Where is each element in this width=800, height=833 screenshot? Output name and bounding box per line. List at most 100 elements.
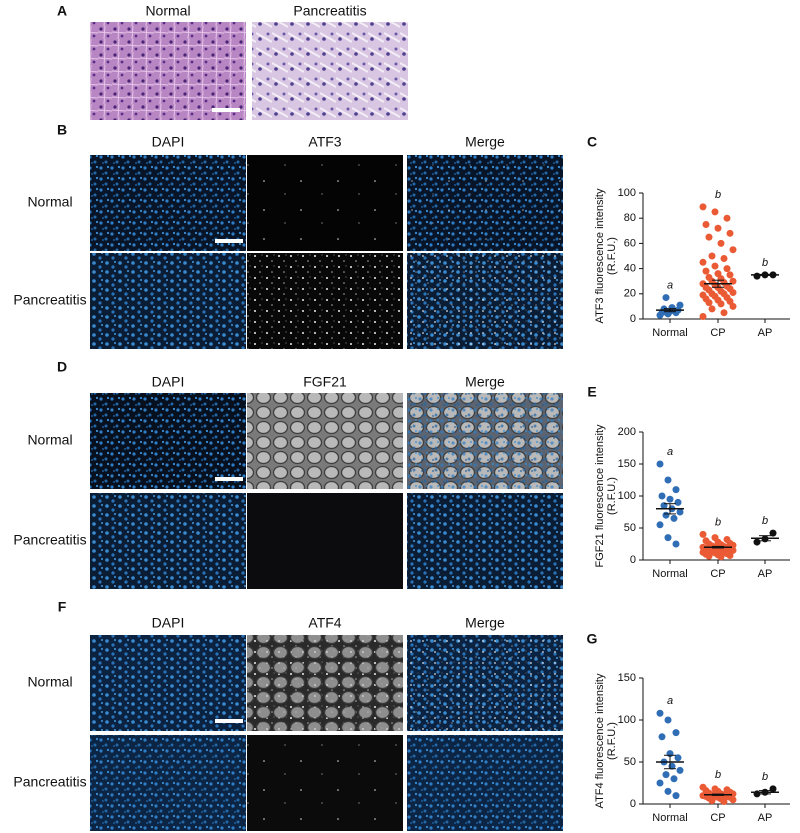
data-point — [664, 716, 672, 724]
data-point — [705, 552, 713, 560]
data-point — [656, 460, 664, 468]
data-point — [708, 252, 716, 260]
data-point — [662, 771, 670, 779]
data-point — [729, 246, 737, 254]
y-tick-label: 0 — [630, 554, 636, 566]
y-axis-title: (R.F.U.) — [606, 237, 618, 275]
significance-letter: a — [667, 695, 673, 707]
y-axis-title: ATF3 fluorescence intensity — [594, 188, 606, 323]
data-point — [674, 754, 682, 762]
micrograph-texture — [247, 735, 403, 831]
y-tick-label: 200 — [618, 426, 636, 438]
micrograph-texture — [407, 393, 563, 489]
data-point — [726, 229, 734, 237]
y-tick-label: 40 — [624, 263, 636, 275]
panel-letter: B — [57, 122, 67, 138]
data-point — [753, 272, 761, 280]
significance-letter: b — [762, 515, 768, 527]
y-axis-title: ATF4 fluorescence intensity — [594, 673, 606, 808]
data-point — [769, 529, 777, 537]
x-tick-label: CP — [710, 327, 725, 339]
data-point — [656, 709, 664, 717]
data-point — [729, 796, 737, 804]
data-point — [729, 302, 737, 310]
data-point — [714, 270, 722, 278]
micrograph-texture — [252, 22, 408, 120]
column-label: FGF21 — [303, 374, 347, 390]
data-point — [676, 301, 684, 309]
significance-letter: b — [762, 257, 768, 269]
y-tick-label: 50 — [624, 522, 636, 534]
data-point — [676, 508, 684, 516]
micrograph-texture — [90, 393, 246, 489]
panel-letter: G — [587, 631, 598, 647]
panel-letter: C — [587, 134, 597, 150]
data-point — [723, 265, 731, 273]
data-point — [717, 553, 725, 561]
column-label: ATF4 — [308, 615, 341, 631]
data-point — [664, 787, 672, 795]
significance-letter: b — [715, 516, 721, 528]
data-point — [699, 258, 707, 266]
data-point — [656, 779, 664, 787]
data-point — [729, 546, 737, 554]
data-point — [720, 255, 728, 263]
significance-letter: b — [715, 189, 721, 201]
y-tick-label: 150 — [618, 458, 636, 470]
data-point — [720, 309, 728, 317]
micrograph-texture — [90, 735, 246, 831]
data-point — [664, 534, 672, 542]
data-point — [658, 492, 666, 500]
y-tick-label: 0 — [630, 313, 636, 325]
column-label: Pancreatitis — [293, 3, 366, 19]
data-point — [670, 514, 678, 522]
data-point — [729, 277, 737, 285]
significance-letter: a — [667, 279, 673, 291]
micrograph-texture — [90, 635, 246, 731]
y-tick-label: 0 — [630, 798, 636, 810]
y-tick-label: 150 — [618, 672, 636, 684]
x-tick-label: AP — [758, 568, 773, 580]
significance-letter: a — [667, 446, 673, 458]
data-point — [672, 486, 680, 494]
data-point — [672, 540, 680, 548]
y-axis-title: FGF21 fluorescence intensity — [594, 424, 606, 568]
panel-letter: F — [58, 599, 67, 615]
micrograph-texture — [407, 635, 563, 731]
micrograph-texture — [407, 735, 563, 831]
data-point — [726, 297, 734, 305]
data-point — [717, 300, 725, 308]
column-label: DAPI — [152, 615, 185, 631]
data-point — [666, 495, 674, 503]
data-point — [699, 312, 707, 320]
row-label: Normal — [27, 432, 72, 448]
column-label: DAPI — [152, 134, 185, 150]
y-tick-label: 100 — [618, 714, 636, 726]
row-label: Pancreatitis — [13, 774, 86, 790]
scale-bar — [215, 239, 243, 243]
data-point — [726, 552, 734, 560]
data-point — [702, 221, 710, 228]
significance-letter: b — [715, 769, 721, 781]
data-point — [711, 208, 719, 216]
data-point — [656, 521, 664, 529]
y-tick-label: 100 — [618, 187, 636, 199]
micrograph-texture — [247, 393, 403, 489]
data-point — [672, 729, 680, 737]
y-tick-label: 100 — [618, 490, 636, 502]
data-point — [672, 792, 680, 800]
scale-bar — [215, 719, 243, 723]
data-point — [662, 511, 670, 519]
data-point — [729, 289, 737, 297]
x-tick-label: Normal — [652, 812, 687, 824]
x-tick-label: CP — [710, 568, 725, 580]
data-point — [664, 476, 672, 484]
micrograph-texture — [247, 635, 403, 731]
micrograph-texture — [247, 155, 403, 251]
data-point — [705, 233, 713, 241]
x-tick-label: AP — [758, 812, 773, 824]
column-label: Merge — [465, 615, 505, 631]
data-point — [699, 203, 707, 211]
data-point — [753, 538, 761, 546]
data-point — [705, 299, 713, 307]
